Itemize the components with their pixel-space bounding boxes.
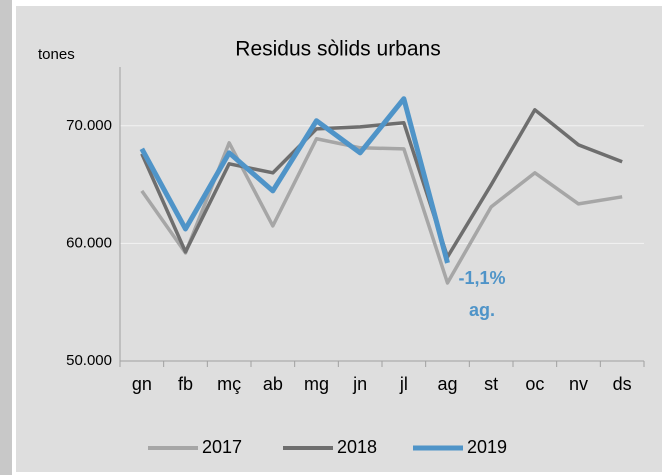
x-tick-label: mç (217, 374, 241, 394)
legend-label: 2017 (202, 437, 242, 457)
legend-label: 2019 (467, 437, 507, 457)
y-tick-label: 60.000 (66, 234, 112, 251)
y-tick-label: 50.000 (66, 352, 112, 369)
x-tick-label: mg (304, 374, 329, 394)
side-bar (0, 0, 12, 475)
x-tick-label: jn (352, 374, 367, 394)
x-tick-label: st (484, 374, 498, 394)
x-tick-label: ag (437, 374, 457, 394)
x-tick-label: ab (263, 374, 283, 394)
annotation: ag. (469, 300, 495, 320)
x-tick-label: oc (525, 374, 544, 394)
x-tick-label: gn (132, 374, 152, 394)
chart-title: Residus sòlids urbans (235, 38, 440, 61)
x-tick-label: nv (569, 374, 588, 394)
annotation: -1,1% (458, 268, 505, 288)
y-tick-label: 70.000 (66, 117, 112, 134)
legend-label: 2018 (337, 437, 377, 457)
x-tick-label: jl (399, 374, 408, 394)
x-tick-label: fb (178, 374, 193, 394)
chart-background (16, 6, 662, 472)
y-axis-label: tones (38, 46, 75, 63)
series-line (139, 96, 450, 264)
x-tick-label: ds (613, 374, 632, 394)
